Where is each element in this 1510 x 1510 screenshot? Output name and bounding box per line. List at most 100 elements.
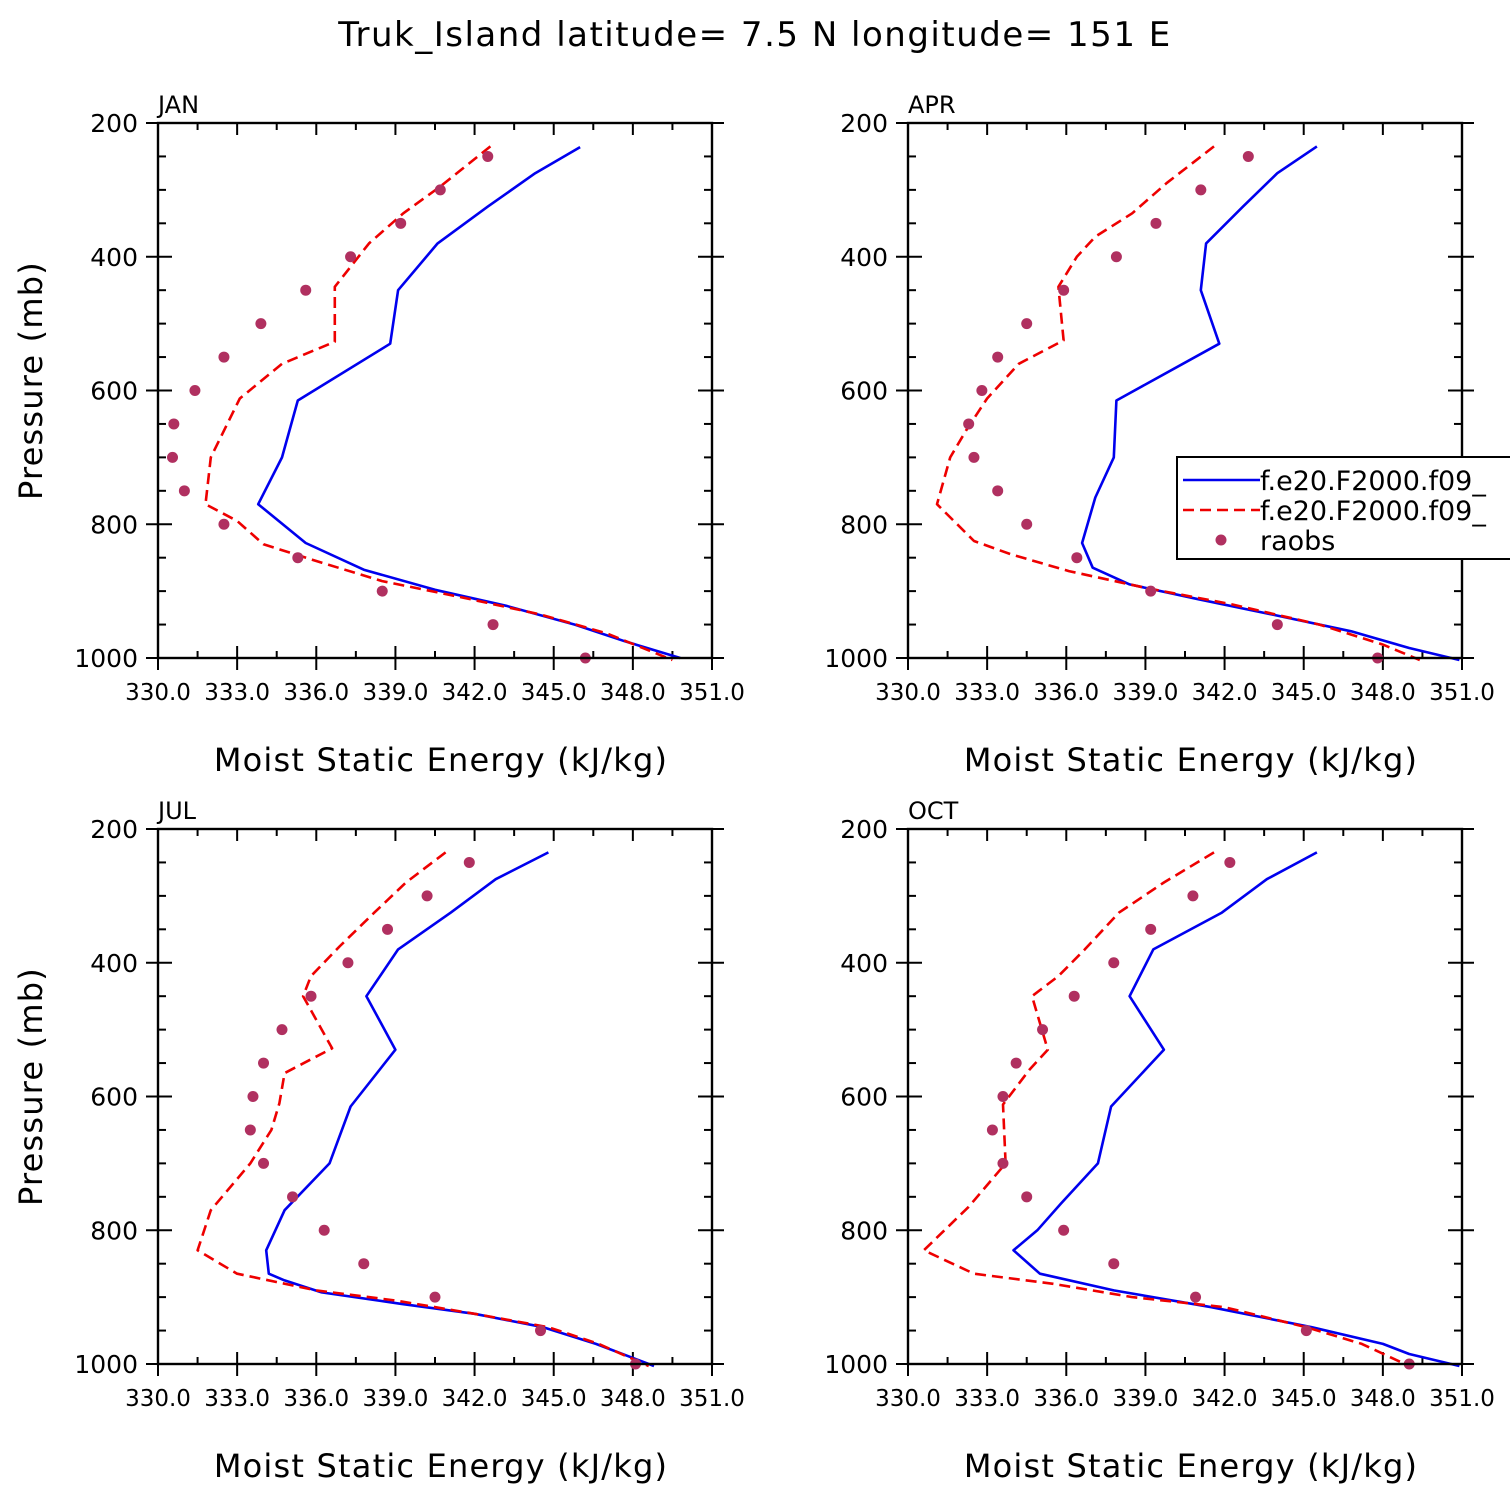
x-axis-title: Moist Static Energy (kJ/kg) [964,741,1418,779]
raobs-point [1021,1191,1033,1203]
panel-label: OCT [908,797,959,825]
raobs-point [1108,1258,1120,1270]
raobs-point [963,418,975,430]
raobs-point [968,451,980,463]
x-tick-label: 333.0 [954,680,1020,706]
model-line-dashed [922,851,1410,1368]
model-line-solid [264,851,655,1368]
y-tick-label: 800 [840,1216,888,1245]
y-tick-label: 1000 [824,1350,888,1379]
panel-label: APR [908,91,956,119]
x-tick-label: 336.0 [1033,1386,1099,1412]
raobs-point [1021,318,1033,330]
raobs-point [976,385,988,396]
x-tick-label: 336.0 [283,680,349,706]
x-tick-label: 330.0 [125,680,191,706]
plot-frame [156,121,714,660]
x-tick-label: 330.0 [125,1386,191,1412]
raobs-point [1150,217,1162,229]
y-tick-label: 400 [840,243,888,272]
raobs-point [1108,957,1120,969]
model-line-solid [1012,851,1460,1368]
x-tick-label: 348.0 [600,680,666,706]
raobs-point [1300,1325,1312,1337]
model-line-dashed [196,851,650,1368]
raobs-point [1187,890,1199,902]
y-tick-label: 800 [90,510,138,539]
raobs-point [1010,1057,1022,1069]
panel-label: JAN [156,91,199,119]
y-axis-ticks [896,828,1474,1365]
x-tick-label: 348.0 [1350,1386,1416,1412]
y-tick-label: 800 [90,1216,138,1245]
raobs-point [1037,1024,1049,1036]
raobs-point [1021,518,1033,530]
raobs-point [1068,990,1080,1002]
x-axis-ticks [157,123,713,670]
raobs-point [345,251,357,263]
panel-oct: OCT 330.0 333.0 336.0 339.0 342.0 345.0 348.0 35… [824,797,1495,1485]
raobs-point [300,284,312,296]
model-line-solid [1080,145,1460,662]
x-tick-label: 333.0 [954,1386,1020,1412]
y-tick-label: 200 [90,815,138,844]
raobs-point [1195,184,1207,196]
raobs-point [434,184,446,196]
x-axis-title: Moist Static Energy (kJ/kg) [214,741,668,779]
x-tick-label: 330.0 [875,680,941,706]
raobs-point [992,351,1004,363]
y-tick-label: 200 [90,109,138,138]
raobs-point [247,1091,259,1102]
raobs-point [395,217,407,229]
raobs-point [382,923,394,935]
x-axis-ticks [907,829,1463,1376]
y-tick-label: 1000 [74,1350,138,1379]
raobs-point [1224,856,1236,868]
x-tick-label: 339.0 [1112,680,1178,706]
x-tick-label: 351.0 [1429,1386,1495,1412]
x-tick-label: 348.0 [1350,680,1416,706]
x-tick-label: 351.0 [679,1386,745,1412]
x-tick-label: 345.0 [1271,680,1337,706]
y-axis-ticks [146,828,724,1365]
y-tick-label: 600 [90,1083,138,1112]
x-tick-label: 342.0 [442,680,508,706]
y-axis-ticks [146,122,724,659]
x-axis-title: Moist Static Energy (kJ/kg) [964,1447,1418,1485]
x-tick-label: 342.0 [442,1386,508,1412]
legend: f.e20.F2000.f09_f.e20.F2000.f09_raobs [1176,456,1510,560]
legend-label: raobs [1260,526,1335,557]
raobs-point [218,518,230,530]
x-tick-label: 336.0 [283,1386,349,1412]
raobs-point [244,1124,256,1136]
raobs-point [292,552,304,564]
raobs-point [358,1258,370,1270]
y-tick-label: 1000 [74,644,138,673]
raobs-point [167,451,179,463]
panel-label: JUL [156,797,197,825]
x-tick-label: 339.0 [362,680,428,706]
raobs-point [482,150,494,162]
raobs-point [218,351,230,363]
raobs-point [463,856,475,868]
legend-box [1176,456,1510,560]
y-tick-label: 400 [840,949,888,978]
panel-apr: APR 330.0 333.0 336.0 339.0 342.0 345.0 348.0 35… [824,91,1495,779]
raobs-point [1271,619,1283,631]
x-tick-label: 336.0 [1033,680,1099,706]
y-tick-label: 400 [90,949,138,978]
plot-frame [906,827,1464,1366]
panel-jan: JAN 330.0 333.0 336.0 339.0 342.0 345.0 348.0 35… [12,91,745,779]
raobs-point [429,1291,441,1303]
raobs-point [997,1091,1009,1102]
raobs-point [986,1124,998,1136]
raobs-point [189,385,201,396]
raobs-point [1071,552,1083,564]
plot-frame [906,121,1464,660]
x-tick-label: 351.0 [679,680,745,706]
raobs-point [1190,1291,1202,1303]
raobs-point [997,1157,1009,1169]
x-tick-label: 330.0 [875,1386,941,1412]
raobs-point [1058,1224,1070,1236]
